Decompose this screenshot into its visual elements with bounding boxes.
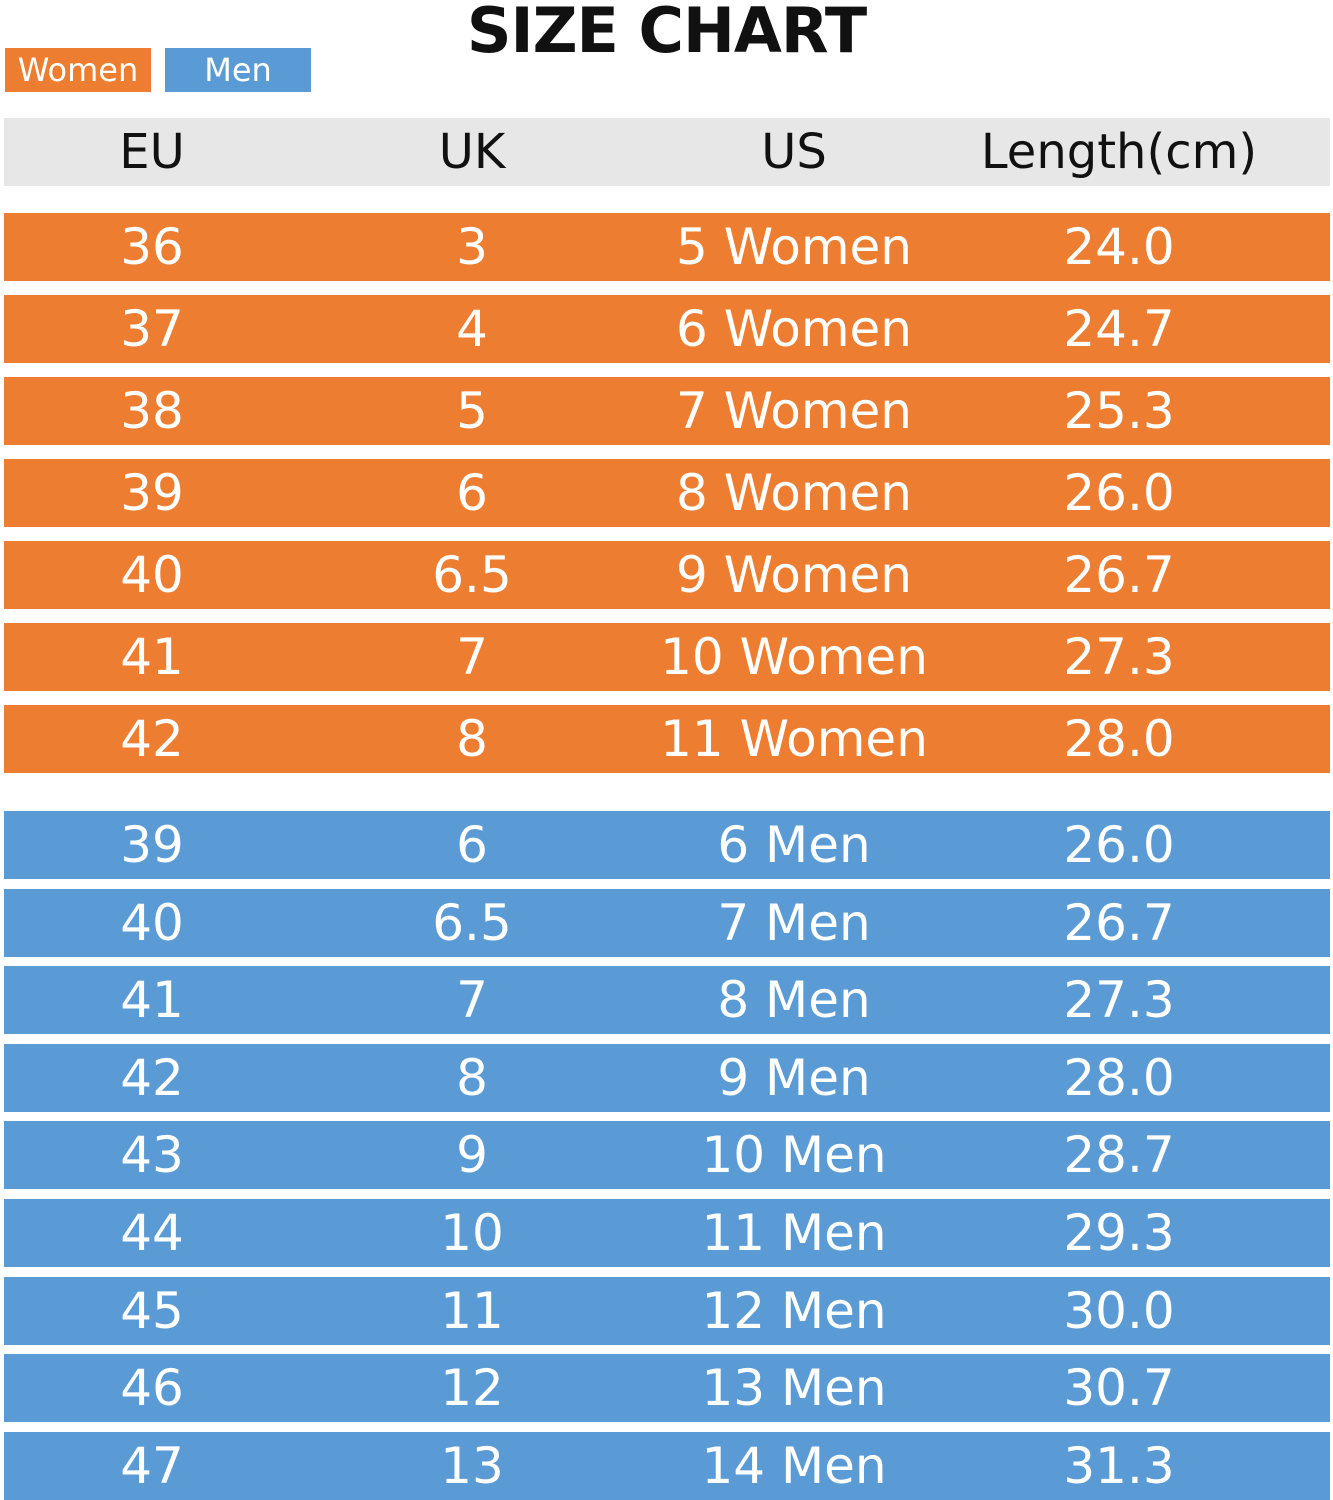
cell-us: 13 Men bbox=[701, 1359, 887, 1418]
table-row-women: 41 7 10 Women 27.3 bbox=[4, 623, 1330, 691]
table-row-women: 37 4 6 Women 24.7 bbox=[4, 295, 1330, 363]
cell-eu: 39 bbox=[120, 816, 184, 874]
cell-us: 9 Women bbox=[676, 546, 912, 604]
table-row-men: 42 8 9 Men 28.0 bbox=[4, 1043, 1330, 1112]
cell-uk: 6.5 bbox=[432, 893, 512, 952]
cell-us: 8 Men bbox=[717, 971, 871, 1030]
header-length: Length(cm) bbox=[980, 124, 1258, 180]
cell-eu: 41 bbox=[120, 971, 184, 1030]
cell-length: 30.0 bbox=[1063, 1281, 1175, 1340]
cell-us: 7 Men bbox=[717, 893, 871, 952]
cell-length: 26.7 bbox=[1063, 893, 1175, 952]
legend-men: Men bbox=[165, 48, 311, 92]
cell-length: 26.0 bbox=[1063, 816, 1175, 874]
cell-us: 8 Women bbox=[676, 464, 912, 522]
cell-uk: 7 bbox=[456, 628, 488, 686]
cell-length: 30.7 bbox=[1063, 1359, 1175, 1418]
header-us: US bbox=[761, 124, 827, 180]
table-row-men: 45 11 12 Men 30.0 bbox=[4, 1276, 1330, 1345]
cell-uk: 12 bbox=[440, 1359, 504, 1418]
cell-us: 10 Men bbox=[701, 1126, 887, 1185]
header-uk: UK bbox=[438, 124, 506, 180]
cell-eu: 39 bbox=[120, 464, 184, 522]
cell-us: 11 Women bbox=[660, 710, 928, 768]
cell-eu: 42 bbox=[120, 710, 184, 768]
table-row-women: 38 5 7 Women 25.3 bbox=[4, 377, 1330, 445]
table-row-women: 40 6.5 9 Women 26.7 bbox=[4, 541, 1330, 609]
cell-us: 12 Men bbox=[701, 1281, 887, 1340]
cell-eu: 41 bbox=[120, 628, 184, 686]
cell-eu: 40 bbox=[120, 893, 184, 952]
table-row-men: 41 7 8 Men 27.3 bbox=[4, 966, 1330, 1035]
cell-length: 29.3 bbox=[1063, 1204, 1175, 1262]
cell-eu: 43 bbox=[120, 1126, 184, 1185]
cell-uk: 10 bbox=[440, 1204, 504, 1262]
table-row-men: 39 6 6 Men 26.0 bbox=[4, 811, 1330, 879]
header-eu: EU bbox=[119, 124, 185, 180]
cell-us: 11 Men bbox=[701, 1204, 887, 1262]
legend-women: Women bbox=[5, 48, 151, 92]
cell-eu: 42 bbox=[120, 1048, 184, 1107]
table-row-women: 39 6 8 Women 26.0 bbox=[4, 459, 1330, 527]
cell-length: 31.3 bbox=[1063, 1436, 1175, 1495]
cell-eu: 38 bbox=[120, 382, 184, 440]
cell-length: 28.7 bbox=[1063, 1126, 1175, 1185]
cell-eu: 37 bbox=[120, 300, 184, 358]
cell-eu: 44 bbox=[120, 1204, 184, 1262]
table-row-women: 42 8 11 Women 28.0 bbox=[4, 705, 1330, 773]
table-row-men: 47 13 14 Men 31.3 bbox=[4, 1431, 1330, 1500]
table-row-women: 36 3 5 Women 24.0 bbox=[4, 213, 1330, 281]
cell-uk: 8 bbox=[456, 710, 488, 768]
cell-length: 28.0 bbox=[1063, 710, 1175, 768]
cell-length: 28.0 bbox=[1063, 1048, 1175, 1107]
cell-eu: 36 bbox=[120, 218, 184, 276]
cell-length: 24.0 bbox=[1063, 218, 1175, 276]
cell-uk: 11 bbox=[440, 1281, 504, 1340]
cell-length: 27.3 bbox=[1063, 971, 1175, 1030]
cell-uk: 5 bbox=[456, 382, 488, 440]
cell-us: 14 Men bbox=[701, 1436, 887, 1495]
cell-uk: 6 bbox=[456, 464, 488, 522]
cell-us: 10 Women bbox=[660, 628, 928, 686]
table-header: EU UK US Length(cm) bbox=[4, 118, 1330, 186]
cell-uk: 7 bbox=[456, 971, 488, 1030]
cell-us: 9 Men bbox=[717, 1048, 871, 1107]
cell-eu: 47 bbox=[120, 1436, 184, 1495]
cell-uk: 6.5 bbox=[432, 546, 512, 604]
table-row-men: 43 9 10 Men 28.7 bbox=[4, 1121, 1330, 1190]
table-row-men: 44 10 11 Men 29.3 bbox=[4, 1199, 1330, 1267]
table-row-men: 40 6.5 7 Men 26.7 bbox=[4, 888, 1330, 957]
table-row-men: 46 12 13 Men 30.7 bbox=[4, 1354, 1330, 1423]
cell-us: 6 Men bbox=[717, 816, 871, 874]
cell-uk: 9 bbox=[456, 1126, 488, 1185]
cell-eu: 40 bbox=[120, 546, 184, 604]
cell-uk: 8 bbox=[456, 1048, 488, 1107]
cell-us: 5 Women bbox=[676, 218, 912, 276]
cell-us: 6 Women bbox=[676, 300, 912, 358]
cell-us: 7 Women bbox=[676, 382, 912, 440]
cell-uk: 4 bbox=[456, 300, 488, 358]
cell-uk: 13 bbox=[440, 1436, 504, 1495]
cell-length: 26.7 bbox=[1063, 546, 1175, 604]
chart-title: SIZE CHART bbox=[466, 0, 867, 67]
cell-length: 26.0 bbox=[1063, 464, 1175, 522]
cell-eu: 45 bbox=[120, 1281, 184, 1340]
cell-length: 24.7 bbox=[1063, 300, 1175, 358]
cell-length: 27.3 bbox=[1063, 628, 1175, 686]
cell-uk: 6 bbox=[456, 816, 488, 874]
cell-eu: 46 bbox=[120, 1359, 184, 1418]
cell-length: 25.3 bbox=[1063, 382, 1175, 440]
cell-uk: 3 bbox=[456, 218, 488, 276]
